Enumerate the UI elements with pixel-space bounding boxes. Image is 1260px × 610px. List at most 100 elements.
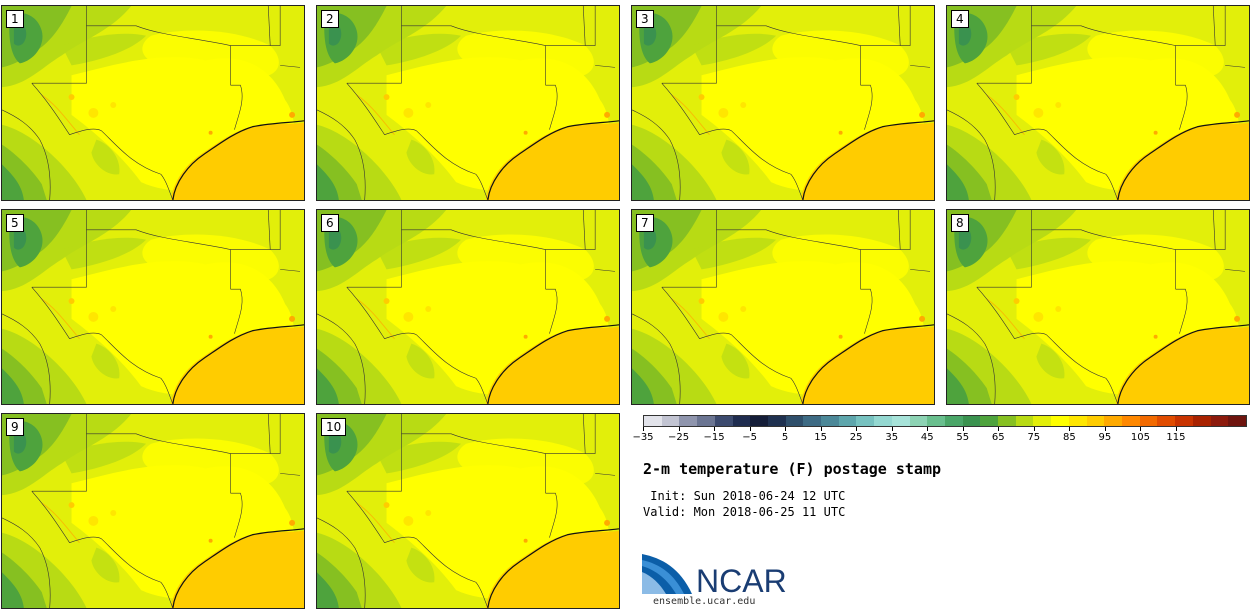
colorbar-tick (927, 427, 929, 431)
colorbar-tick (891, 427, 893, 431)
colorbar-tick (1033, 427, 1035, 431)
postage-stamp-panel: 5 (1, 209, 305, 405)
colorbar-swatch (1121, 416, 1140, 426)
colorbar-ticks: −35 −25 −15 −5 5 15 25 35 45 55 65 75 85 95 105 115 (632, 427, 1247, 449)
temperature-map (2, 414, 304, 608)
colorbar-tick-label: 15 (814, 432, 828, 443)
colorbar-tick-label: −5 (742, 432, 757, 443)
colorbar-swatch (962, 416, 981, 426)
colorbar-swatch (1139, 416, 1158, 426)
colorbar-swatch (714, 416, 733, 426)
colorbar-tick (785, 427, 787, 431)
colorbar-tick-label: 105 (1130, 432, 1150, 443)
panel-label: 8 (951, 214, 969, 232)
colorbar-swatch (1015, 416, 1034, 426)
postage-stamp-panel: 3 (631, 5, 935, 201)
init-time: Init: Sun 2018-06-24 12 UTC (643, 489, 846, 503)
colorbar-swatch (944, 416, 963, 426)
colorbar-tick (1069, 427, 1071, 431)
colorbar-tick-label: 5 (781, 432, 789, 443)
colorbar-tick (643, 427, 644, 431)
colorbar-swatch (732, 416, 751, 426)
temperature-map (2, 6, 304, 200)
colorbar-tick (1140, 427, 1142, 431)
postage-stamp-panel: 8 (946, 209, 1250, 405)
colorbar-tick-label: −35 (632, 432, 654, 443)
colorbar-swatch (1157, 416, 1176, 426)
postage-stamp-panel: 1 (1, 5, 305, 201)
ncar-logo: NCAR (642, 554, 787, 598)
colorbar-swatch (750, 416, 768, 426)
colorbar-swatch (891, 416, 910, 426)
colorbar-swatch (697, 416, 715, 426)
temperature-map (2, 210, 304, 404)
colorbar-swatch (679, 416, 698, 426)
colorbar-swatch (856, 416, 875, 426)
panel-label: 7 (636, 214, 654, 232)
colorbar-swatch (767, 416, 786, 426)
colorbar-swatch (1051, 416, 1069, 426)
postage-stamp-panel: 2 (316, 5, 620, 201)
website-url: ensemble.ucar.edu (653, 596, 756, 607)
ncar-logo-text: NCAR (696, 563, 787, 598)
colorbar-swatch (821, 416, 839, 426)
temperature-map (632, 210, 934, 404)
colorbar-tick (998, 427, 1000, 431)
panel-label: 3 (636, 10, 654, 28)
colorbar-swatch (1104, 416, 1122, 426)
temperature-map (317, 6, 619, 200)
temperature-map (947, 210, 1249, 404)
panel-label: 1 (6, 10, 24, 28)
colorbar-tick-label: 95 (1098, 432, 1112, 443)
colorbar-tick (749, 427, 751, 431)
colorbar-tick-label: 55 (956, 432, 970, 443)
colorbar-tick (856, 427, 858, 431)
colorbar-tick (1104, 427, 1106, 431)
colorbar-tick (962, 427, 964, 431)
colorbar-tick (678, 427, 680, 431)
temperature-map (317, 414, 619, 608)
colorbar-swatch (1228, 416, 1246, 426)
colorbar-swatch (909, 416, 928, 426)
postage-stamp-panel: 10 (316, 413, 620, 609)
panel-label: 4 (951, 10, 969, 28)
colorbar-tick-label: −15 (703, 432, 725, 443)
colorbar-tick (714, 427, 716, 431)
temperature-map (317, 210, 619, 404)
colorbar-tick-label: 45 (920, 432, 934, 443)
colorbar-swatch (803, 416, 822, 426)
colorbar-swatch (998, 416, 1016, 426)
temperature-map (947, 6, 1249, 200)
colorbar-tick (1175, 427, 1177, 431)
colorbar-swatch (1192, 416, 1211, 426)
colorbar-swatch (980, 416, 999, 426)
panel-label: 10 (321, 418, 347, 436)
colorbar-swatch (644, 416, 662, 426)
colorbar-swatch (1175, 416, 1193, 426)
colorbar-swatch (874, 416, 892, 426)
postage-stamp-panel: 4 (946, 5, 1250, 201)
valid-time: Valid: Mon 2018-06-25 11 UTC (643, 505, 846, 519)
colorbar-tick-label: 65 (991, 432, 1005, 443)
colorbar-swatch (1068, 416, 1087, 426)
panel-label: 5 (6, 214, 24, 232)
postage-stamp-panel: 9 (1, 413, 305, 609)
temperature-colorbar (643, 415, 1247, 427)
colorbar-swatch (785, 416, 804, 426)
colorbar-swatch (661, 416, 680, 426)
colorbar-swatch (1033, 416, 1052, 426)
postage-stamp-panel: 7 (631, 209, 935, 405)
colorbar-tick-label: −25 (667, 432, 690, 443)
panel-label: 2 (321, 10, 339, 28)
colorbar-tick-label: 75 (1027, 432, 1041, 443)
panel-label: 9 (6, 418, 24, 436)
colorbar-tick-label: 115 (1166, 432, 1186, 443)
colorbar-swatch (1210, 416, 1229, 426)
colorbar-tick-label: 85 (1062, 432, 1076, 443)
colorbar-swatch (838, 416, 857, 426)
colorbar-tick (820, 427, 822, 431)
postage-stamp-panel: 6 (316, 209, 620, 405)
panel-label: 6 (321, 214, 339, 232)
colorbar-swatch (1086, 416, 1105, 426)
colorbar-tick-label: 35 (885, 432, 899, 443)
